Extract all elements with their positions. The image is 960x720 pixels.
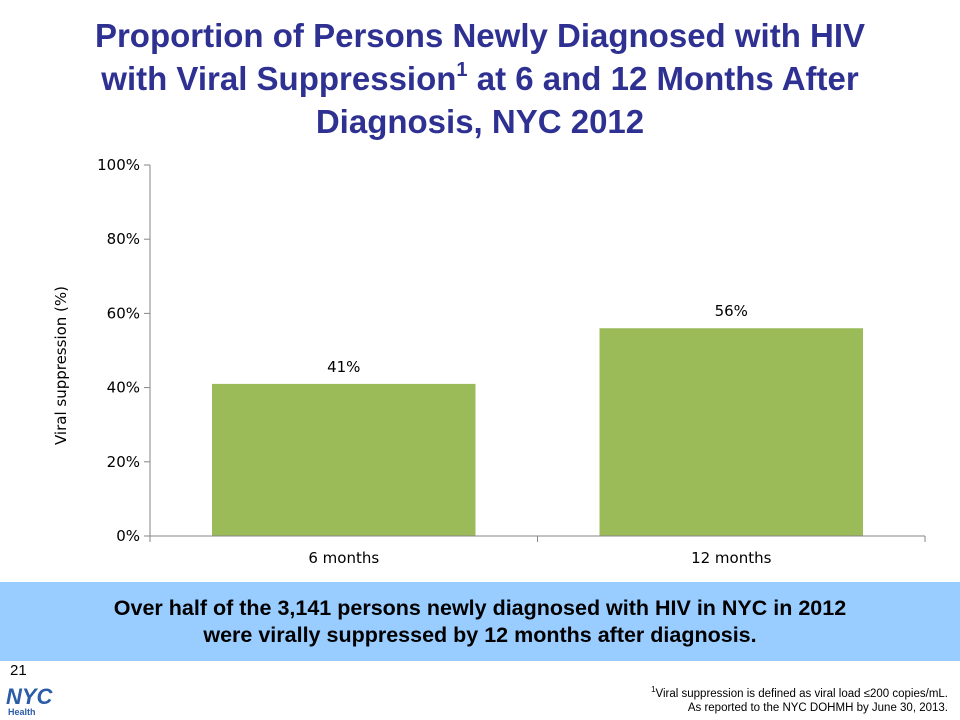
- y-tick-label: 20%: [107, 453, 140, 471]
- footnote-marker: 1: [651, 685, 656, 694]
- x-axis: 6 months 12 months: [149, 535, 926, 567]
- bar-chart: 0% 20% 40% 60% 80% 100% 41% 56% 6 months 12 mon…: [52, 156, 926, 567]
- footnote-line-1: 1Viral suppression is defined as viral l…: [651, 683, 948, 701]
- title-line-2-end: at 6 and 12 Months After: [467, 60, 859, 97]
- x-tick-label: 12 months: [691, 549, 772, 567]
- title-line-1: Proportion of Persons Newly Diagnosed wi…: [94, 17, 866, 54]
- footnote-line-2: As reported to the NYC DOHMH by June 30,…: [687, 701, 948, 714]
- data-label: 56%: [715, 302, 748, 320]
- title-line-3: Diagnosis, NYC 2012: [315, 103, 645, 140]
- y-tick-label: 60%: [107, 304, 140, 322]
- logo-health-text: Health: [8, 707, 36, 717]
- footnote-text-1: Viral suppression is defined as viral lo…: [655, 687, 948, 700]
- title-footnote-marker: 1: [456, 59, 468, 81]
- bar: [599, 328, 863, 536]
- slide-number: 21: [10, 662, 27, 679]
- y-tick-label: 100%: [97, 156, 140, 174]
- x-tick-label: 6 months: [308, 549, 379, 567]
- footnote: 1Viral suppression is defined as viral l…: [651, 683, 948, 715]
- bar: [212, 383, 476, 536]
- y-axis-label: Viral suppression (%): [52, 286, 70, 445]
- bars: 41% 56%: [212, 302, 863, 536]
- callout-line-1: Over half of the 3,141 persons newly dia…: [113, 596, 847, 620]
- summary-callout: Over half of the 3,141 persons newly dia…: [0, 582, 960, 661]
- slide-title: Proportion of Persons Newly Diagnosed wi…: [40, 14, 920, 143]
- y-tick-label: 0%: [116, 527, 140, 545]
- title-line-2-start: with Viral Suppression: [101, 60, 457, 97]
- y-tick-label: 80%: [107, 230, 140, 248]
- data-label: 41%: [327, 358, 360, 376]
- callout-line-2: were virally suppressed by 12 months aft…: [203, 623, 757, 647]
- y-axis: 0% 20% 40% 60% 80% 100%: [97, 156, 151, 545]
- logo-nyc-text: NYC: [6, 684, 54, 709]
- nyc-health-logo: NYC Health: [6, 684, 54, 717]
- y-tick-label: 40%: [107, 379, 140, 397]
